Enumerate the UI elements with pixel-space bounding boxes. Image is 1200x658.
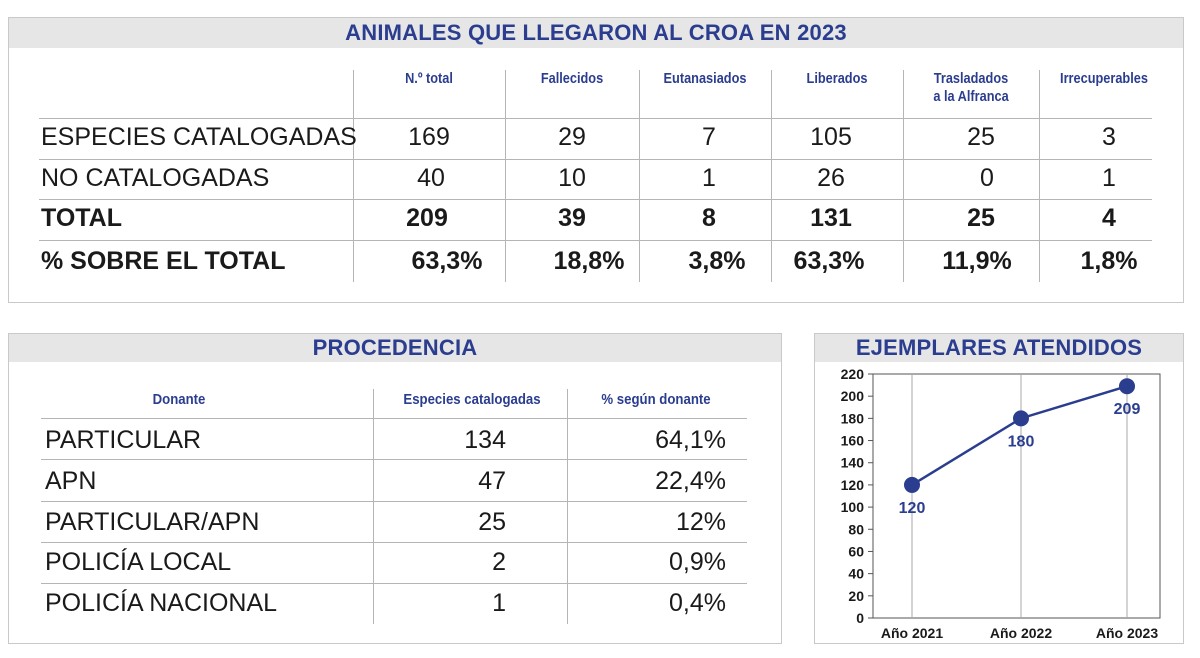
column-header-especies-catalogadas: Especies catalogadas — [403, 391, 541, 408]
table-cell: 1 — [492, 589, 506, 617]
column-divider — [505, 70, 506, 282]
column-header-total: N.º total — [405, 70, 453, 87]
row-divider — [39, 118, 1152, 119]
row-label-especies-catalogadas: ESPECIES CATALOGADAS — [41, 123, 357, 151]
table-cell: 105 — [810, 123, 852, 151]
croa-2023-title: ANIMALES QUE LLEGARON AL CROA EN 2023 — [9, 18, 1183, 48]
y-tick-label: 60 — [848, 543, 864, 559]
table-cell: 18,8% — [553, 247, 625, 275]
row-label-policia-local: POLICÍA LOCAL — [45, 548, 232, 576]
table-cell: 39 — [558, 204, 586, 232]
column-divider — [903, 70, 904, 282]
row-label-no-catalogadas: NO CATALOGADAS — [41, 164, 270, 192]
table-cell: 47 — [478, 467, 506, 495]
table-cell: 169 — [408, 123, 450, 151]
x-category-label: Año 2022 — [990, 625, 1052, 641]
row-divider — [41, 583, 747, 584]
row-divider — [41, 501, 747, 502]
column-divider — [353, 70, 354, 282]
data-point — [904, 476, 920, 493]
table-cell: 134 — [464, 426, 506, 454]
row-label-particular-apn: PARTICULAR/APN — [45, 508, 260, 536]
plot-frame — [872, 373, 1161, 619]
table-cell: 63,3% — [793, 247, 865, 275]
procedencia-table-panel: PROCEDENCIA Donante Especies catalogadas… — [8, 333, 782, 644]
table-cell: 1 — [1102, 164, 1116, 192]
column-header-liberados: Liberados — [806, 70, 868, 87]
column-header-trasladados: Trasladados a la Alfranca — [933, 70, 1009, 105]
column-header-eutanasiados: Eutanasiados — [663, 70, 747, 87]
row-label-policia-nacional: POLICÍA NACIONAL — [45, 589, 278, 617]
y-tick-label: 0 — [856, 610, 864, 626]
row-label-total: TOTAL — [41, 204, 123, 232]
table-cell: 3,8% — [688, 247, 746, 275]
table-cell: 12% — [675, 508, 726, 536]
y-tick-label: 160 — [841, 433, 865, 449]
x-category-label: Año 2021 — [881, 625, 943, 641]
table-cell: 2 — [492, 548, 506, 576]
table-cell: 22,4% — [655, 467, 726, 495]
row-divider — [39, 199, 1152, 200]
table-cell: 26 — [817, 164, 845, 192]
column-divider — [373, 389, 374, 624]
table-cell: 0,9% — [669, 548, 726, 576]
column-divider — [639, 70, 640, 282]
ejemplares-chart-panel: EJEMPLARES ATENDIDOS 0 20 40 60 80 100 120 140 1… — [814, 333, 1184, 644]
column-header-porcentaje-donante: % según donante — [601, 391, 711, 408]
table-cell: 10 — [558, 164, 586, 192]
table-cell: 11,9% — [942, 247, 1012, 275]
table-cell: 1,8% — [1080, 247, 1138, 275]
x-category-label: Año 2023 — [1096, 625, 1158, 641]
procedencia-title: PROCEDENCIA — [9, 334, 781, 362]
y-tick-label: 120 — [841, 477, 865, 493]
row-divider — [39, 159, 1152, 160]
column-header-donante: Donante — [152, 391, 206, 408]
croa-2023-table-panel: ANIMALES QUE LLEGARON AL CROA EN 2023 N.… — [8, 17, 1184, 303]
row-label-porcentaje: % SOBRE EL TOTAL — [41, 247, 286, 275]
table-cell: 1 — [702, 164, 716, 192]
data-label: 209 — [1114, 401, 1141, 418]
y-tick-label: 100 — [841, 499, 865, 515]
row-label-apn: APN — [45, 467, 97, 495]
column-divider — [567, 389, 568, 624]
table-cell: 25 — [967, 123, 995, 151]
table-cell: 131 — [810, 204, 852, 232]
y-tick-label: 20 — [848, 588, 864, 604]
table-cell: 25 — [967, 204, 995, 232]
row-divider — [41, 418, 747, 419]
table-cell: 0,4% — [669, 589, 726, 617]
y-tick-label: 200 — [841, 388, 865, 404]
row-divider — [41, 542, 747, 543]
table-cell: 64,1% — [655, 426, 726, 454]
table-cell: 29 — [558, 123, 586, 151]
table-cell: 209 — [406, 204, 448, 232]
y-tick-label: 220 — [841, 366, 865, 382]
table-cell: 63,3% — [411, 247, 483, 275]
data-label: 180 — [1008, 433, 1035, 450]
y-tick-label: 40 — [848, 566, 864, 582]
table-cell: 4 — [1102, 204, 1116, 232]
data-point — [1013, 410, 1029, 427]
column-header-irrecuperables: Irrecuperables — [1060, 70, 1148, 87]
row-label-particular: PARTICULAR — [45, 426, 202, 454]
table-cell: 8 — [702, 204, 716, 232]
column-header-fallecidos: Fallecidos — [540, 70, 604, 87]
column-divider — [771, 70, 772, 282]
data-point — [1119, 378, 1135, 395]
y-tick-label: 80 — [848, 521, 864, 537]
chart-title: EJEMPLARES ATENDIDOS — [815, 334, 1183, 362]
y-tick-label: 140 — [841, 455, 865, 471]
table-cell: 7 — [702, 123, 716, 151]
data-label: 120 — [899, 500, 926, 517]
ejemplares-line-chart: 0 20 40 60 80 100 120 140 160 180 200 220 Año 2021 Añ… — [841, 366, 1161, 641]
row-divider — [41, 459, 747, 460]
table-cell: 25 — [478, 508, 506, 536]
column-divider — [1039, 70, 1040, 282]
table-cell: 3 — [1102, 123, 1116, 151]
y-tick-label: 180 — [841, 410, 865, 426]
row-divider — [39, 240, 1152, 241]
table-cell: 0 — [980, 164, 994, 192]
table-cell: 40 — [417, 164, 445, 192]
